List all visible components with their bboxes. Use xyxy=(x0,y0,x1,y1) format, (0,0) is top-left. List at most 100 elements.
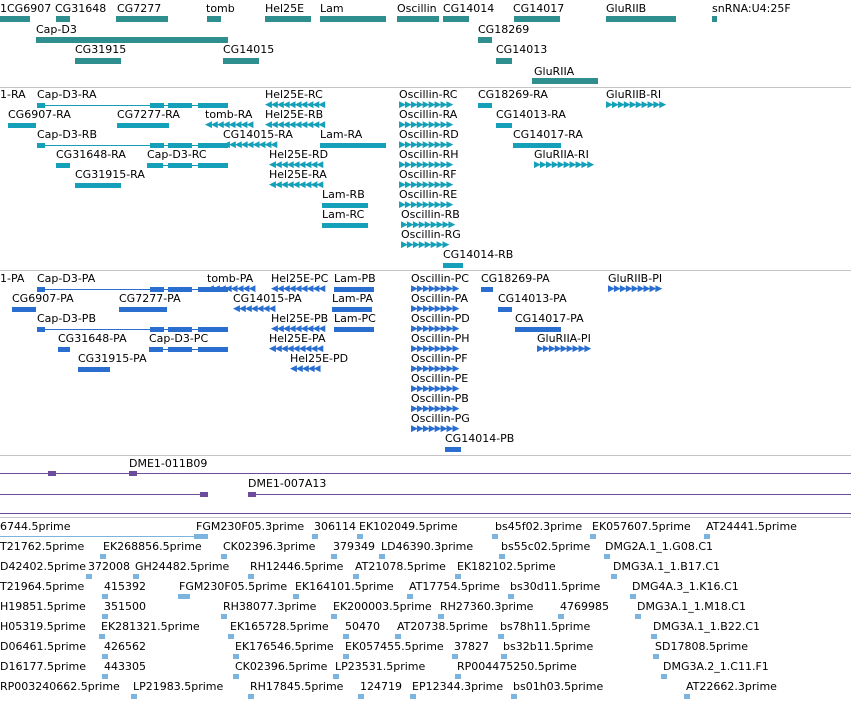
transcript-label[interactable]: Hel25E-RA xyxy=(269,168,327,181)
peptide-label[interactable]: Hel25E-PA xyxy=(269,332,326,345)
est-glyph[interactable] xyxy=(492,534,498,539)
peptide-label[interactable]: CG14015-PA xyxy=(233,292,302,305)
est-label[interactable]: EK182102.5prime xyxy=(457,560,556,573)
gene-glyph[interactable] xyxy=(443,16,469,22)
bac-label[interactable]: DME1-011B09 xyxy=(129,457,208,470)
transcript-exon[interactable] xyxy=(37,103,45,108)
est-glyph[interactable] xyxy=(333,674,339,679)
gene-glyph[interactable] xyxy=(36,37,228,43)
est-label[interactable]: 6744.5prime xyxy=(0,520,71,533)
peptide-exon[interactable] xyxy=(149,347,163,352)
est-glyph[interactable] xyxy=(704,534,710,539)
est-glyph[interactable] xyxy=(511,694,517,699)
est-label[interactable]: FGM230F05.3prime xyxy=(196,520,305,533)
gene-label[interactable]: GluRIIA xyxy=(534,65,575,78)
bac-end-marker[interactable] xyxy=(248,492,256,497)
est-glyph[interactable] xyxy=(194,534,208,539)
transcript-exon[interactable] xyxy=(150,103,164,108)
est-label[interactable]: RH38077.3prime xyxy=(223,600,317,613)
peptide-arrows[interactable]: ▶▶▶▶▶▶▶▶▶ xyxy=(537,344,591,354)
est-label[interactable]: bs45f02.3prime xyxy=(495,520,583,533)
transcript-label[interactable]: Lam-RA xyxy=(320,128,363,141)
est-glyph[interactable] xyxy=(221,554,227,559)
peptide-label[interactable]: Lam-PA xyxy=(332,292,374,305)
transcript-arrows[interactable]: ◀◀◀◀◀◀◀◀◀◀ xyxy=(265,120,325,130)
est-label[interactable]: T21964.5prime xyxy=(0,580,85,593)
est-label[interactable]: EK164101.5prime xyxy=(295,580,394,593)
peptide-exon[interactable] xyxy=(515,327,561,332)
transcript-arrows[interactable]: ▶▶▶▶▶▶▶▶ xyxy=(401,240,449,250)
peptide-label[interactable]: CG18269-PA xyxy=(481,272,550,285)
est-label[interactable]: bs30d11.5prime xyxy=(510,580,601,593)
est-label[interactable]: CK02396.3prime xyxy=(223,540,316,553)
est-glyph[interactable] xyxy=(379,554,385,559)
peptide-label[interactable]: Oscillin-PF xyxy=(411,352,468,365)
peptide-exon[interactable] xyxy=(37,327,45,332)
est-label[interactable]: EP12344.3prime xyxy=(412,680,504,693)
transcript-exon[interactable] xyxy=(198,103,228,108)
transcript-arrows[interactable]: ▶▶▶▶▶▶▶▶▶ xyxy=(399,160,453,170)
transcript-label[interactable]: CG18269-RA xyxy=(478,88,548,101)
gene-label[interactable]: CG14013 xyxy=(496,43,548,56)
est-label[interactable]: 351500 xyxy=(104,600,146,613)
est-label[interactable]: RH12446.5prime xyxy=(250,560,344,573)
peptide-label[interactable]: Oscillin-PH xyxy=(411,332,470,345)
peptide-label[interactable]: Hel25E-PB xyxy=(271,312,329,325)
bac-clone-line[interactable] xyxy=(0,494,208,495)
transcript-exon[interactable] xyxy=(168,143,192,148)
est-label[interactable]: 379349 xyxy=(333,540,375,553)
transcript-label[interactable]: Lam-RC xyxy=(322,208,365,221)
est-label[interactable]: bs55c02.5prime xyxy=(501,540,591,553)
transcript-label[interactable]: Hel25E-RD xyxy=(269,148,329,161)
peptide-exon[interactable] xyxy=(334,287,374,292)
transcript-arrows[interactable]: ▶▶▶▶▶▶▶▶▶ xyxy=(401,220,455,230)
gene-glyph[interactable] xyxy=(397,16,439,22)
est-label[interactable]: EK057455.5prime xyxy=(345,640,444,653)
peptide-arrows[interactable]: ◀◀◀◀◀◀◀◀ xyxy=(207,284,255,294)
gene-label[interactable]: Lam xyxy=(320,2,344,15)
peptide-arrows[interactable]: ◀◀◀◀◀◀◀◀◀ xyxy=(269,344,323,354)
peptide-label[interactable]: GluRIIB-PI xyxy=(608,272,663,285)
gene-label[interactable]: Oscillin xyxy=(397,2,437,15)
est-glyph[interactable] xyxy=(611,574,617,579)
est-label[interactable]: AT21078.5prime xyxy=(355,560,446,573)
transcript-arrows[interactable]: ◀◀◀◀◀◀◀◀◀◀ xyxy=(265,100,325,110)
est-label[interactable]: H05319.5prime xyxy=(0,620,86,633)
transcript-exon[interactable] xyxy=(322,203,368,208)
gene-glyph[interactable] xyxy=(712,16,717,22)
transcript-label[interactable]: CG7277-RA xyxy=(117,108,180,121)
transcript-label[interactable]: Cap-D3-RA xyxy=(37,88,97,101)
peptide-exon[interactable] xyxy=(12,307,36,312)
est-label[interactable]: AT24441.5prime xyxy=(706,520,797,533)
peptide-exon[interactable] xyxy=(332,307,372,312)
transcript-label[interactable]: Cap-D3-RC xyxy=(147,148,207,161)
gene-glyph[interactable] xyxy=(0,16,30,22)
est-label[interactable]: 372008 xyxy=(88,560,130,573)
gene-glyph[interactable] xyxy=(265,16,311,22)
est-label[interactable]: RP003240662.5prime xyxy=(0,680,120,693)
transcript-label[interactable]: GluRIIA-RI xyxy=(534,148,589,161)
peptide-label[interactable]: CG31648-PA xyxy=(58,332,127,345)
peptide-arrows[interactable]: ▶▶▶▶▶▶▶▶ xyxy=(411,304,459,314)
gene-glyph[interactable] xyxy=(532,78,598,84)
peptide-label[interactable]: GluRIIA-PI xyxy=(537,332,591,345)
transcript-label[interactable]: Hel25E-RB xyxy=(265,108,324,121)
transcript-arrows[interactable]: ◀◀◀◀◀◀◀◀◀ xyxy=(223,140,277,150)
peptide-exon[interactable] xyxy=(78,367,110,372)
peptide-label[interactable]: Oscillin-PG xyxy=(411,412,470,425)
transcript-exon[interactable] xyxy=(168,163,192,168)
gene-label[interactable]: Hel25E xyxy=(265,2,305,15)
est-glyph[interactable] xyxy=(86,574,92,579)
bac-end-marker[interactable] xyxy=(129,471,137,476)
est-label[interactable]: DMG4A.3_1.K16.C1 xyxy=(632,580,739,593)
bac-label[interactable]: DME1-007A13 xyxy=(248,477,327,490)
est-glyph[interactable] xyxy=(353,574,359,579)
transcript-arrows[interactable]: ▶▶▶▶▶▶▶▶▶ xyxy=(399,200,453,210)
est-glyph[interactable] xyxy=(228,634,234,639)
transcript-exon[interactable] xyxy=(37,143,45,148)
peptide-exon[interactable] xyxy=(168,287,192,292)
peptide-arrows[interactable]: ▶▶▶▶▶▶▶▶ xyxy=(411,324,459,334)
est-glyph[interactable] xyxy=(102,674,108,679)
peptide-arrows[interactable]: ▶▶▶▶▶▶▶▶ xyxy=(411,404,459,414)
peptide-exon[interactable] xyxy=(168,327,192,332)
